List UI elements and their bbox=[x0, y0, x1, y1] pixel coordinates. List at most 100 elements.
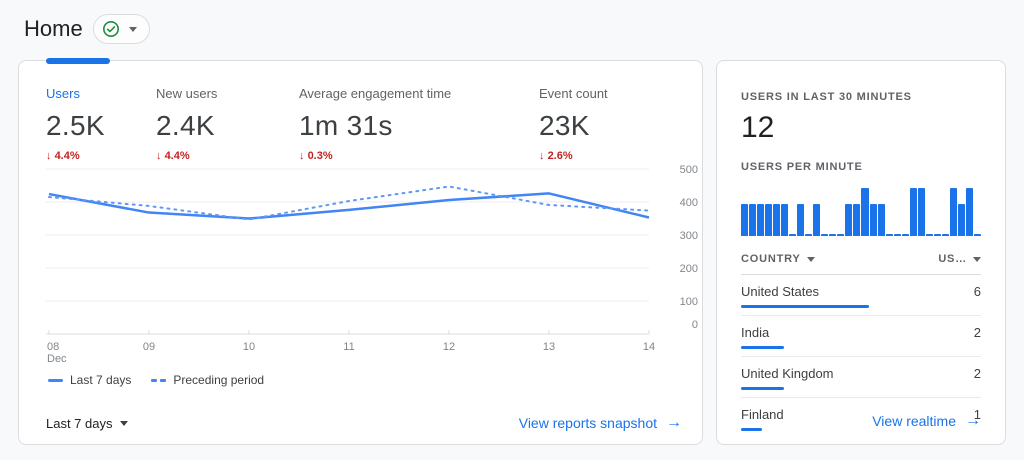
minute-bar bbox=[861, 188, 869, 236]
metrics-row: Users 2.5K ↓ 4.4% New users 2.4K ↓ 4.4% … bbox=[19, 61, 702, 162]
minute-bar bbox=[837, 234, 845, 236]
y-axis-label: 500 bbox=[680, 164, 698, 176]
chart-legend: Last 7 days Preceding period bbox=[48, 373, 264, 387]
metric-tab-users[interactable]: Users 2.5K ↓ 4.4% bbox=[46, 86, 156, 162]
country-row[interactable]: United Kingdom 2 bbox=[741, 357, 981, 398]
legend-item-preceding-period: Preceding period bbox=[151, 373, 264, 387]
country-name: Finland bbox=[741, 407, 784, 422]
users-column-header[interactable]: US… bbox=[938, 253, 981, 265]
country-users-value: 1 bbox=[973, 407, 981, 422]
country-share-bar bbox=[741, 387, 784, 390]
x-axis-label: 12 bbox=[443, 341, 455, 353]
country-share-bar bbox=[741, 305, 869, 308]
metric-tab-event-count[interactable]: Event count 23K ↓ 2.6% bbox=[539, 86, 702, 162]
solid-line-swatch-icon bbox=[48, 378, 63, 382]
y-axis-label: 400 bbox=[680, 197, 698, 209]
users-per-minute-label: USERS PER MINUTE bbox=[741, 161, 863, 173]
x-axis-label: 10 bbox=[243, 341, 255, 353]
caret-down-icon bbox=[973, 256, 981, 262]
country-users-value: 2 bbox=[973, 366, 981, 381]
dashed-line-swatch-icon bbox=[151, 378, 167, 382]
metric-label: Event count bbox=[539, 86, 608, 101]
x-axis-label: 13 bbox=[543, 341, 555, 353]
legend-label: Last 7 days bbox=[70, 373, 132, 387]
country-row[interactable]: United States 6 bbox=[741, 275, 981, 316]
view-reports-snapshot-link[interactable]: View reports snapshot → bbox=[519, 414, 682, 432]
minute-bar bbox=[845, 204, 853, 236]
legend-item-last-7-days: Last 7 days bbox=[48, 373, 131, 387]
minute-bar bbox=[797, 204, 805, 236]
minute-bar bbox=[805, 234, 813, 236]
arrow-down-icon: ↓ bbox=[539, 150, 545, 162]
minute-bar bbox=[933, 234, 941, 236]
delta-percent: 4.4% bbox=[164, 150, 190, 162]
users-last-30-label: USERS IN LAST 30 MINUTES bbox=[741, 91, 912, 103]
arrow-down-icon: ↓ bbox=[156, 150, 162, 162]
legend-label: Preceding period bbox=[173, 373, 265, 387]
metric-value: 2.4K bbox=[156, 110, 215, 141]
minute-bar bbox=[757, 204, 765, 236]
minute-bar bbox=[949, 188, 957, 236]
country-table-header: COUNTRY US… bbox=[741, 253, 981, 275]
metric-value: 2.5K bbox=[46, 110, 105, 141]
x-axis-label: 08 bbox=[47, 341, 59, 353]
minute-bar bbox=[917, 188, 925, 236]
country-row[interactable]: Finland 1 bbox=[741, 398, 981, 431]
country-row[interactable]: India 2 bbox=[741, 316, 981, 357]
column-label: COUNTRY bbox=[741, 253, 801, 265]
realtime-card: USERS IN LAST 30 MINUTES 12 USERS PER MI… bbox=[716, 60, 1006, 445]
metric-tab-avg-engagement[interactable]: Average engagement time 1m 31s ↓ 0.3% bbox=[299, 86, 539, 162]
country-share-bar bbox=[741, 428, 763, 431]
y-axis-label: 0 bbox=[692, 319, 698, 331]
country-users-value: 2 bbox=[973, 325, 981, 340]
overview-card: Users 2.5K ↓ 4.4% New users 2.4K ↓ 4.4% … bbox=[18, 58, 703, 445]
country-name: United Kingdom bbox=[741, 366, 834, 381]
y-axis-label: 200 bbox=[680, 263, 698, 275]
minute-bar bbox=[877, 204, 885, 236]
x-axis-label: 14 bbox=[643, 341, 655, 353]
minute-bar bbox=[853, 204, 861, 236]
arrow-right-icon: → bbox=[666, 414, 682, 431]
minute-bar bbox=[973, 234, 981, 236]
minute-bar bbox=[893, 234, 901, 236]
active-tab-indicator bbox=[46, 58, 110, 64]
country-column-header[interactable]: COUNTRY bbox=[741, 253, 815, 265]
caret-down-icon bbox=[119, 420, 128, 426]
delta-percent: 2.6% bbox=[547, 150, 573, 162]
metric-label: Average engagement time bbox=[299, 86, 452, 101]
x-axis-sublabel: Dec bbox=[47, 353, 67, 365]
arrow-down-icon: ↓ bbox=[299, 150, 305, 162]
app-header: Home bbox=[0, 0, 1024, 46]
chevron-down-icon bbox=[128, 26, 137, 32]
metric-value: 1m 31s bbox=[299, 110, 393, 141]
date-range-label: Last 7 days bbox=[46, 415, 113, 431]
delta-percent: 0.3% bbox=[307, 150, 333, 162]
metric-label: Users bbox=[46, 86, 80, 101]
users-last-30-value: 12 bbox=[741, 111, 775, 144]
country-share-bar bbox=[741, 346, 784, 349]
column-label: US… bbox=[938, 253, 967, 265]
view-realtime-link[interactable]: View realtime → bbox=[872, 413, 981, 430]
minute-bar bbox=[965, 188, 973, 236]
trend-line-solid bbox=[48, 192, 650, 220]
x-axis-label: 11 bbox=[343, 341, 354, 353]
caret-down-icon bbox=[806, 256, 815, 262]
date-range-selector[interactable]: Last 7 days bbox=[46, 416, 128, 431]
minute-bar bbox=[925, 234, 933, 236]
minute-bar bbox=[941, 234, 949, 236]
metric-label: New users bbox=[156, 86, 218, 101]
x-axis-label: 09 bbox=[143, 341, 155, 353]
metric-delta: ↓ 4.4% bbox=[156, 150, 299, 162]
metric-delta: ↓ 4.4% bbox=[46, 150, 156, 162]
metric-delta: ↓ 0.3% bbox=[299, 150, 539, 162]
minute-bar bbox=[765, 204, 773, 236]
property-status-dropdown[interactable] bbox=[92, 14, 150, 44]
minute-bar bbox=[741, 204, 749, 236]
minute-bar bbox=[821, 234, 829, 236]
minute-bar bbox=[885, 234, 893, 236]
metric-tab-new-users[interactable]: New users 2.4K ↓ 4.4% bbox=[156, 86, 299, 162]
dashboard-cards: Users 2.5K ↓ 4.4% New users 2.4K ↓ 4.4% … bbox=[18, 58, 1006, 445]
arrow-down-icon: ↓ bbox=[46, 150, 52, 162]
link-label: View realtime bbox=[872, 413, 956, 429]
